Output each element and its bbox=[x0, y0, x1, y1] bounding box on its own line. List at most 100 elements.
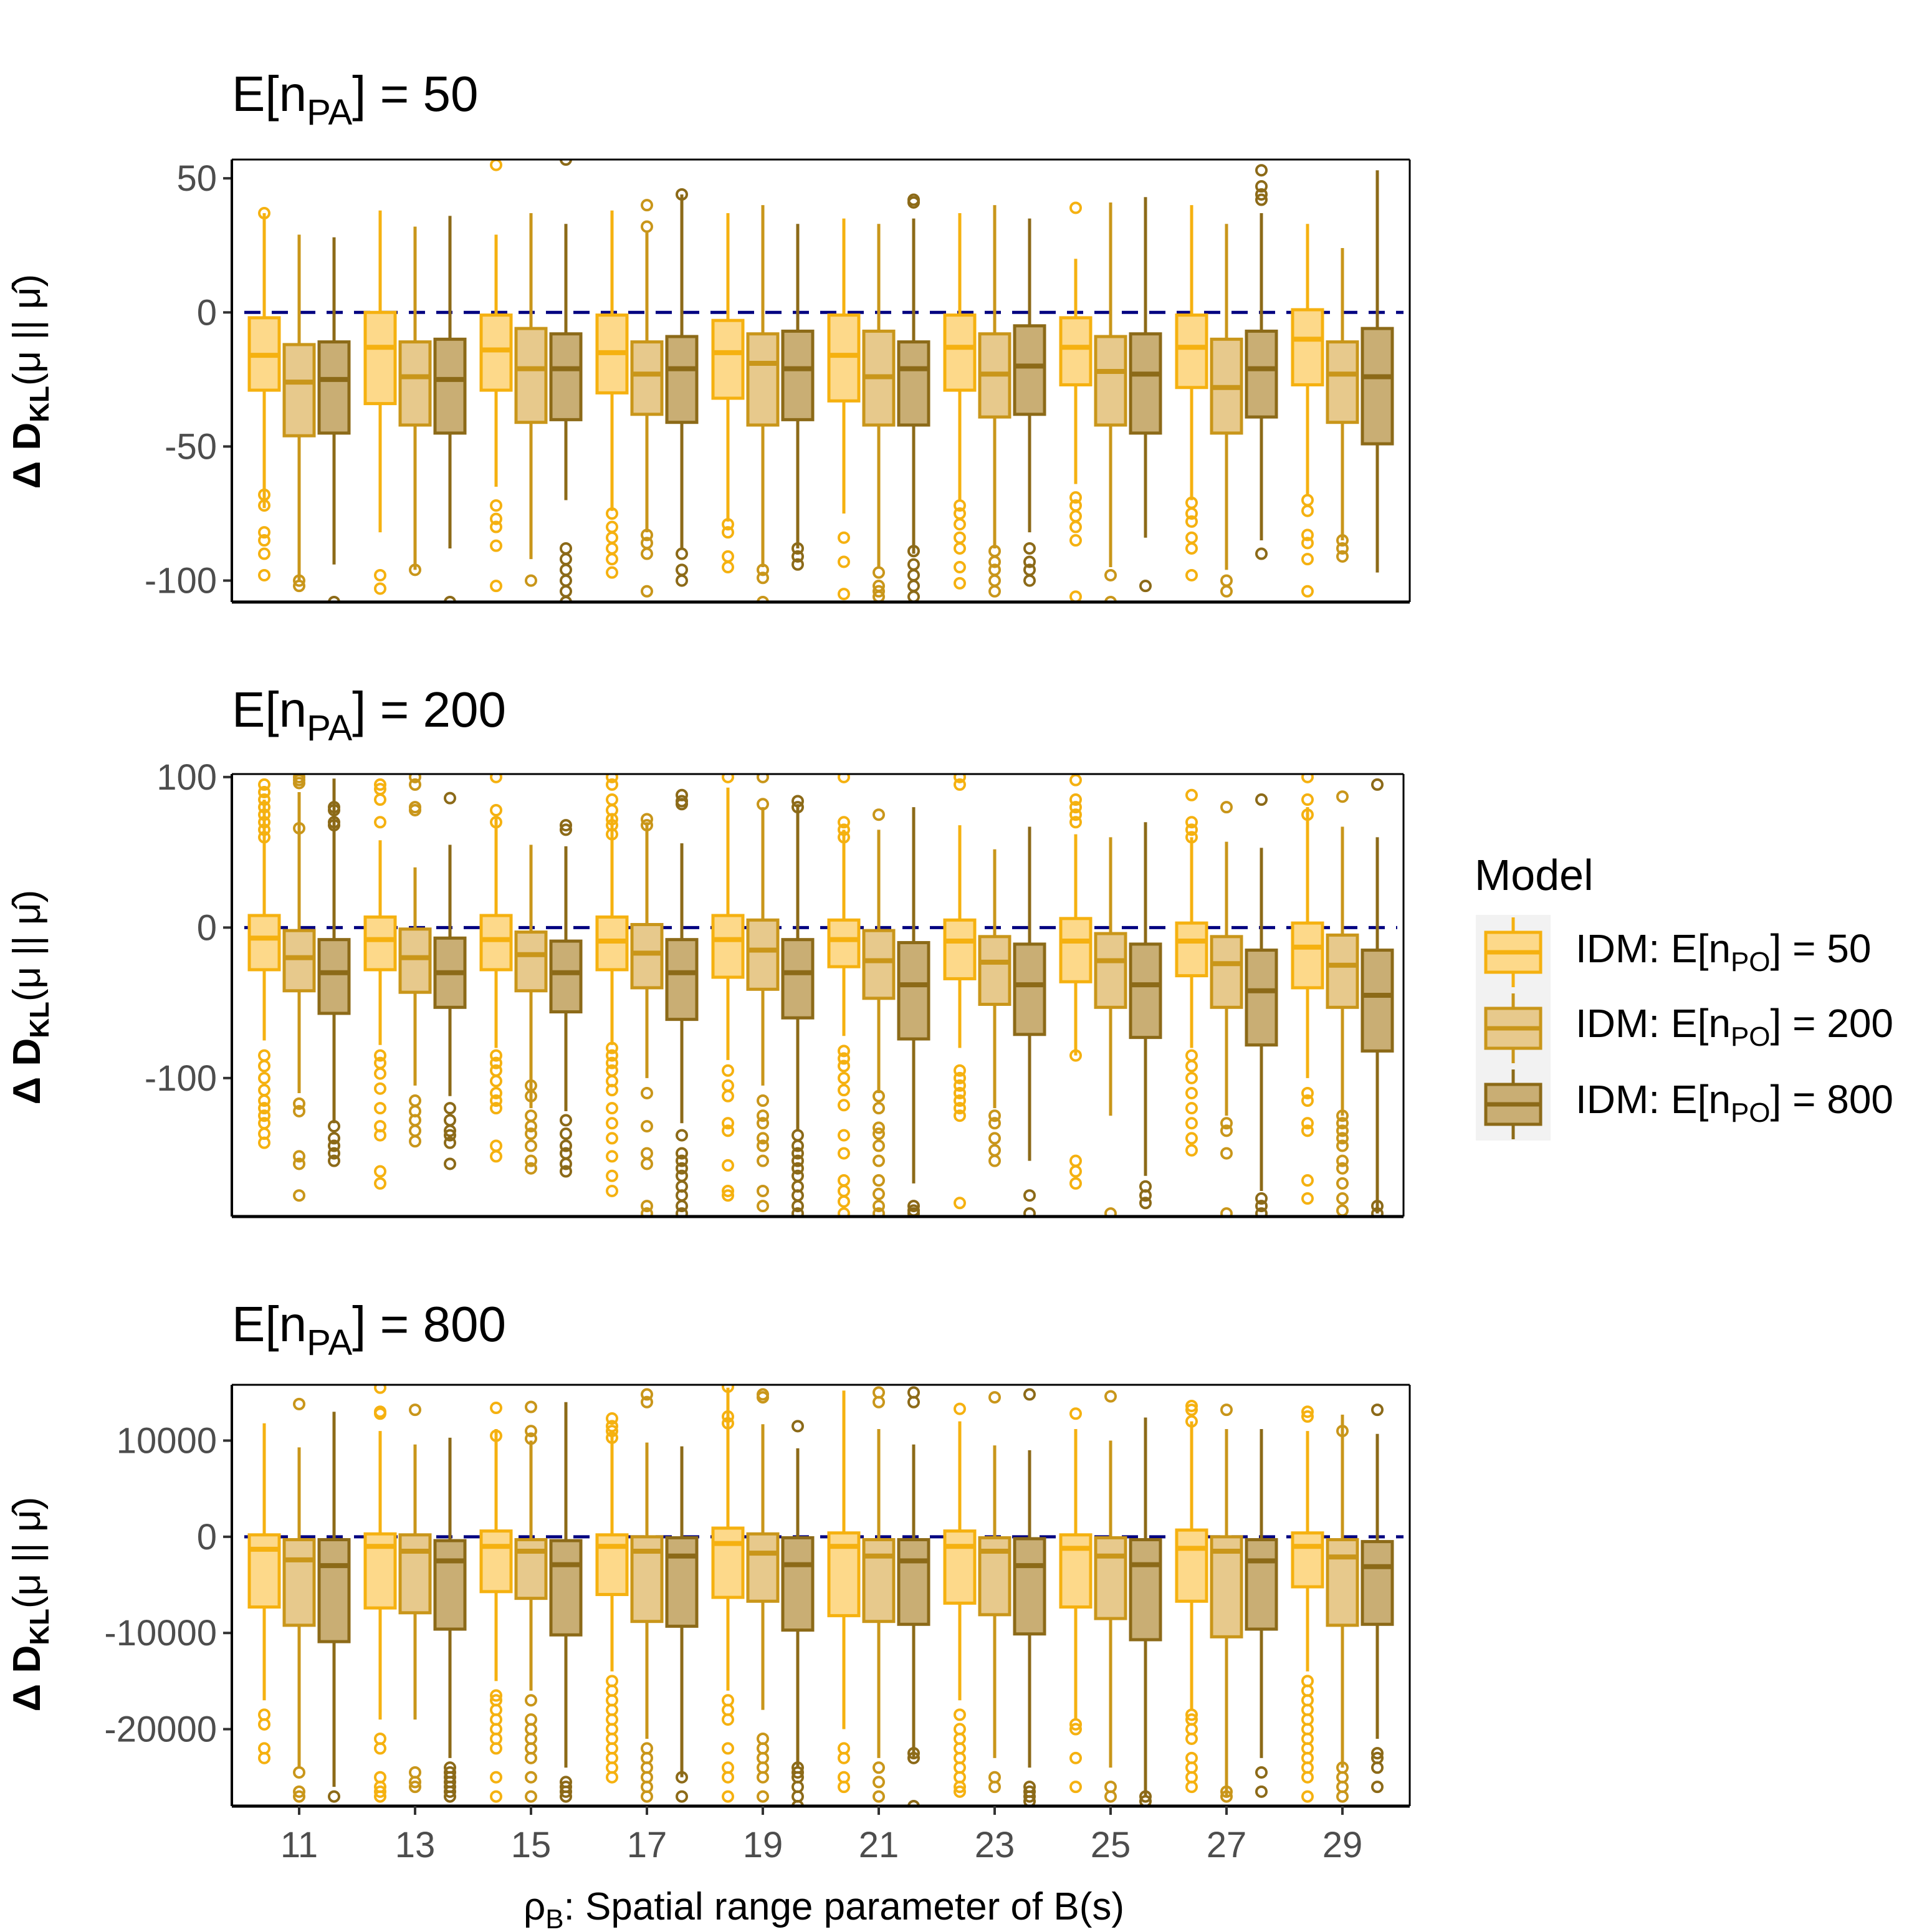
box-27-series-1 bbox=[1175, 788, 1208, 1157]
panel-1-plot: 50 0 -50 -100 bbox=[145, 158, 1411, 604]
outlier-point bbox=[560, 585, 572, 598]
outlier-point bbox=[560, 823, 572, 836]
outlier-point bbox=[791, 1766, 804, 1779]
outlier-point bbox=[525, 1154, 537, 1167]
plot-area bbox=[244, 160, 1404, 602]
box-iqr bbox=[1094, 932, 1127, 1009]
outlier-point bbox=[560, 1127, 572, 1141]
outlier-point bbox=[1301, 504, 1314, 517]
outlier-point bbox=[1301, 553, 1314, 566]
outlier-point bbox=[791, 801, 804, 814]
outlier-point bbox=[444, 1102, 456, 1115]
x-axis-title: ρB: Spatial range parameter of B(s) bbox=[524, 1885, 1124, 1932]
box-iqr bbox=[247, 1533, 281, 1609]
outlier-point bbox=[907, 1800, 920, 1806]
box-13-series-1 bbox=[363, 210, 397, 595]
outlier-point bbox=[1301, 793, 1314, 806]
outlier-point bbox=[525, 574, 537, 587]
legend-label-po-800: IDM: E[nPO] = 800 bbox=[1576, 1077, 1893, 1128]
box-iqr bbox=[746, 1532, 780, 1603]
outlier-point bbox=[1069, 1781, 1082, 1794]
y-tick-label: -10000 bbox=[104, 1613, 217, 1653]
outlier-point bbox=[409, 1776, 421, 1789]
outlier-point bbox=[838, 1129, 850, 1142]
outlier-point bbox=[1069, 774, 1082, 787]
outlier-point bbox=[722, 1189, 734, 1202]
outlier-point bbox=[606, 1041, 618, 1054]
box-11-series-3 bbox=[317, 1412, 351, 1803]
outlier-point bbox=[1371, 1207, 1384, 1217]
outlier-point bbox=[409, 1404, 421, 1417]
outlier-point bbox=[676, 1790, 688, 1803]
outlier-point bbox=[490, 1102, 502, 1115]
outlier-point bbox=[490, 539, 502, 552]
outlier-point bbox=[641, 813, 653, 826]
outlier-point bbox=[293, 574, 305, 587]
outlier-point bbox=[525, 1425, 537, 1438]
outlier-point bbox=[1255, 1766, 1268, 1779]
outlier-point bbox=[838, 1071, 850, 1084]
outlier-point bbox=[1185, 542, 1198, 555]
outlier-point bbox=[838, 1147, 850, 1160]
box-iqr bbox=[282, 343, 316, 438]
outlier-point bbox=[838, 823, 850, 836]
outlier-point bbox=[1255, 164, 1268, 177]
outlier-point bbox=[954, 542, 966, 555]
outlier-point bbox=[1069, 1407, 1082, 1420]
outlier-point bbox=[907, 1200, 920, 1213]
box-iqr bbox=[1245, 1537, 1278, 1631]
outlier-point bbox=[838, 831, 850, 844]
outlier-point bbox=[490, 1074, 502, 1088]
outlier-point bbox=[374, 1165, 386, 1178]
outlier-point bbox=[560, 160, 572, 166]
outlier-point bbox=[722, 561, 734, 574]
outlier-point bbox=[293, 1097, 305, 1110]
outlier-point bbox=[757, 1200, 769, 1213]
box-27-series-3 bbox=[1245, 793, 1278, 1217]
outlier-point bbox=[1104, 1207, 1117, 1217]
outlier-point bbox=[606, 1117, 618, 1130]
box-iqr bbox=[630, 340, 664, 416]
box-iqr bbox=[1291, 921, 1324, 990]
outlier-point bbox=[907, 1747, 920, 1760]
outlier-point bbox=[525, 1120, 537, 1133]
outlier-point bbox=[907, 196, 920, 209]
outlier-point bbox=[1069, 801, 1082, 814]
outlier-point bbox=[791, 550, 804, 563]
legend-label-po-200: IDM: E[nPO] = 200 bbox=[1576, 1001, 1893, 1052]
box-iqr bbox=[1094, 335, 1127, 427]
outlier-point bbox=[606, 1084, 618, 1097]
outlier-point bbox=[606, 1184, 618, 1197]
box-iqr bbox=[897, 940, 930, 1041]
outlier-point bbox=[1220, 585, 1233, 598]
outlier-point bbox=[444, 1129, 456, 1142]
box-iqr bbox=[398, 927, 432, 994]
box-11-series-1 bbox=[247, 207, 281, 581]
box-iqr bbox=[1291, 308, 1324, 386]
outlier-point bbox=[1069, 808, 1082, 821]
outlier-point bbox=[791, 542, 804, 555]
outlier-point bbox=[722, 774, 734, 783]
outlier-point bbox=[560, 1157, 572, 1170]
box-19-series-3 bbox=[781, 795, 815, 1217]
outlier-point bbox=[954, 1071, 966, 1084]
box-21-series-1 bbox=[827, 774, 861, 1217]
outlier-point bbox=[641, 1157, 653, 1170]
box-iqr bbox=[1245, 329, 1278, 419]
box-19-series-2 bbox=[746, 774, 780, 1213]
box-iqr bbox=[479, 313, 513, 392]
outlier-point bbox=[1069, 1177, 1082, 1190]
outlier-point bbox=[560, 819, 572, 832]
box-23-series-1 bbox=[943, 1402, 977, 1798]
outlier-point bbox=[490, 1429, 502, 1442]
box-iqr bbox=[746, 332, 780, 427]
outlier-point bbox=[490, 499, 502, 512]
outlier-point bbox=[606, 1431, 618, 1444]
box-17-series-2 bbox=[630, 813, 664, 1217]
outlier-point bbox=[444, 1790, 456, 1803]
outlier-point bbox=[490, 520, 502, 533]
outlier-point bbox=[988, 1391, 1001, 1404]
outlier-point bbox=[1185, 788, 1198, 801]
box-17-series-3 bbox=[665, 1446, 699, 1803]
